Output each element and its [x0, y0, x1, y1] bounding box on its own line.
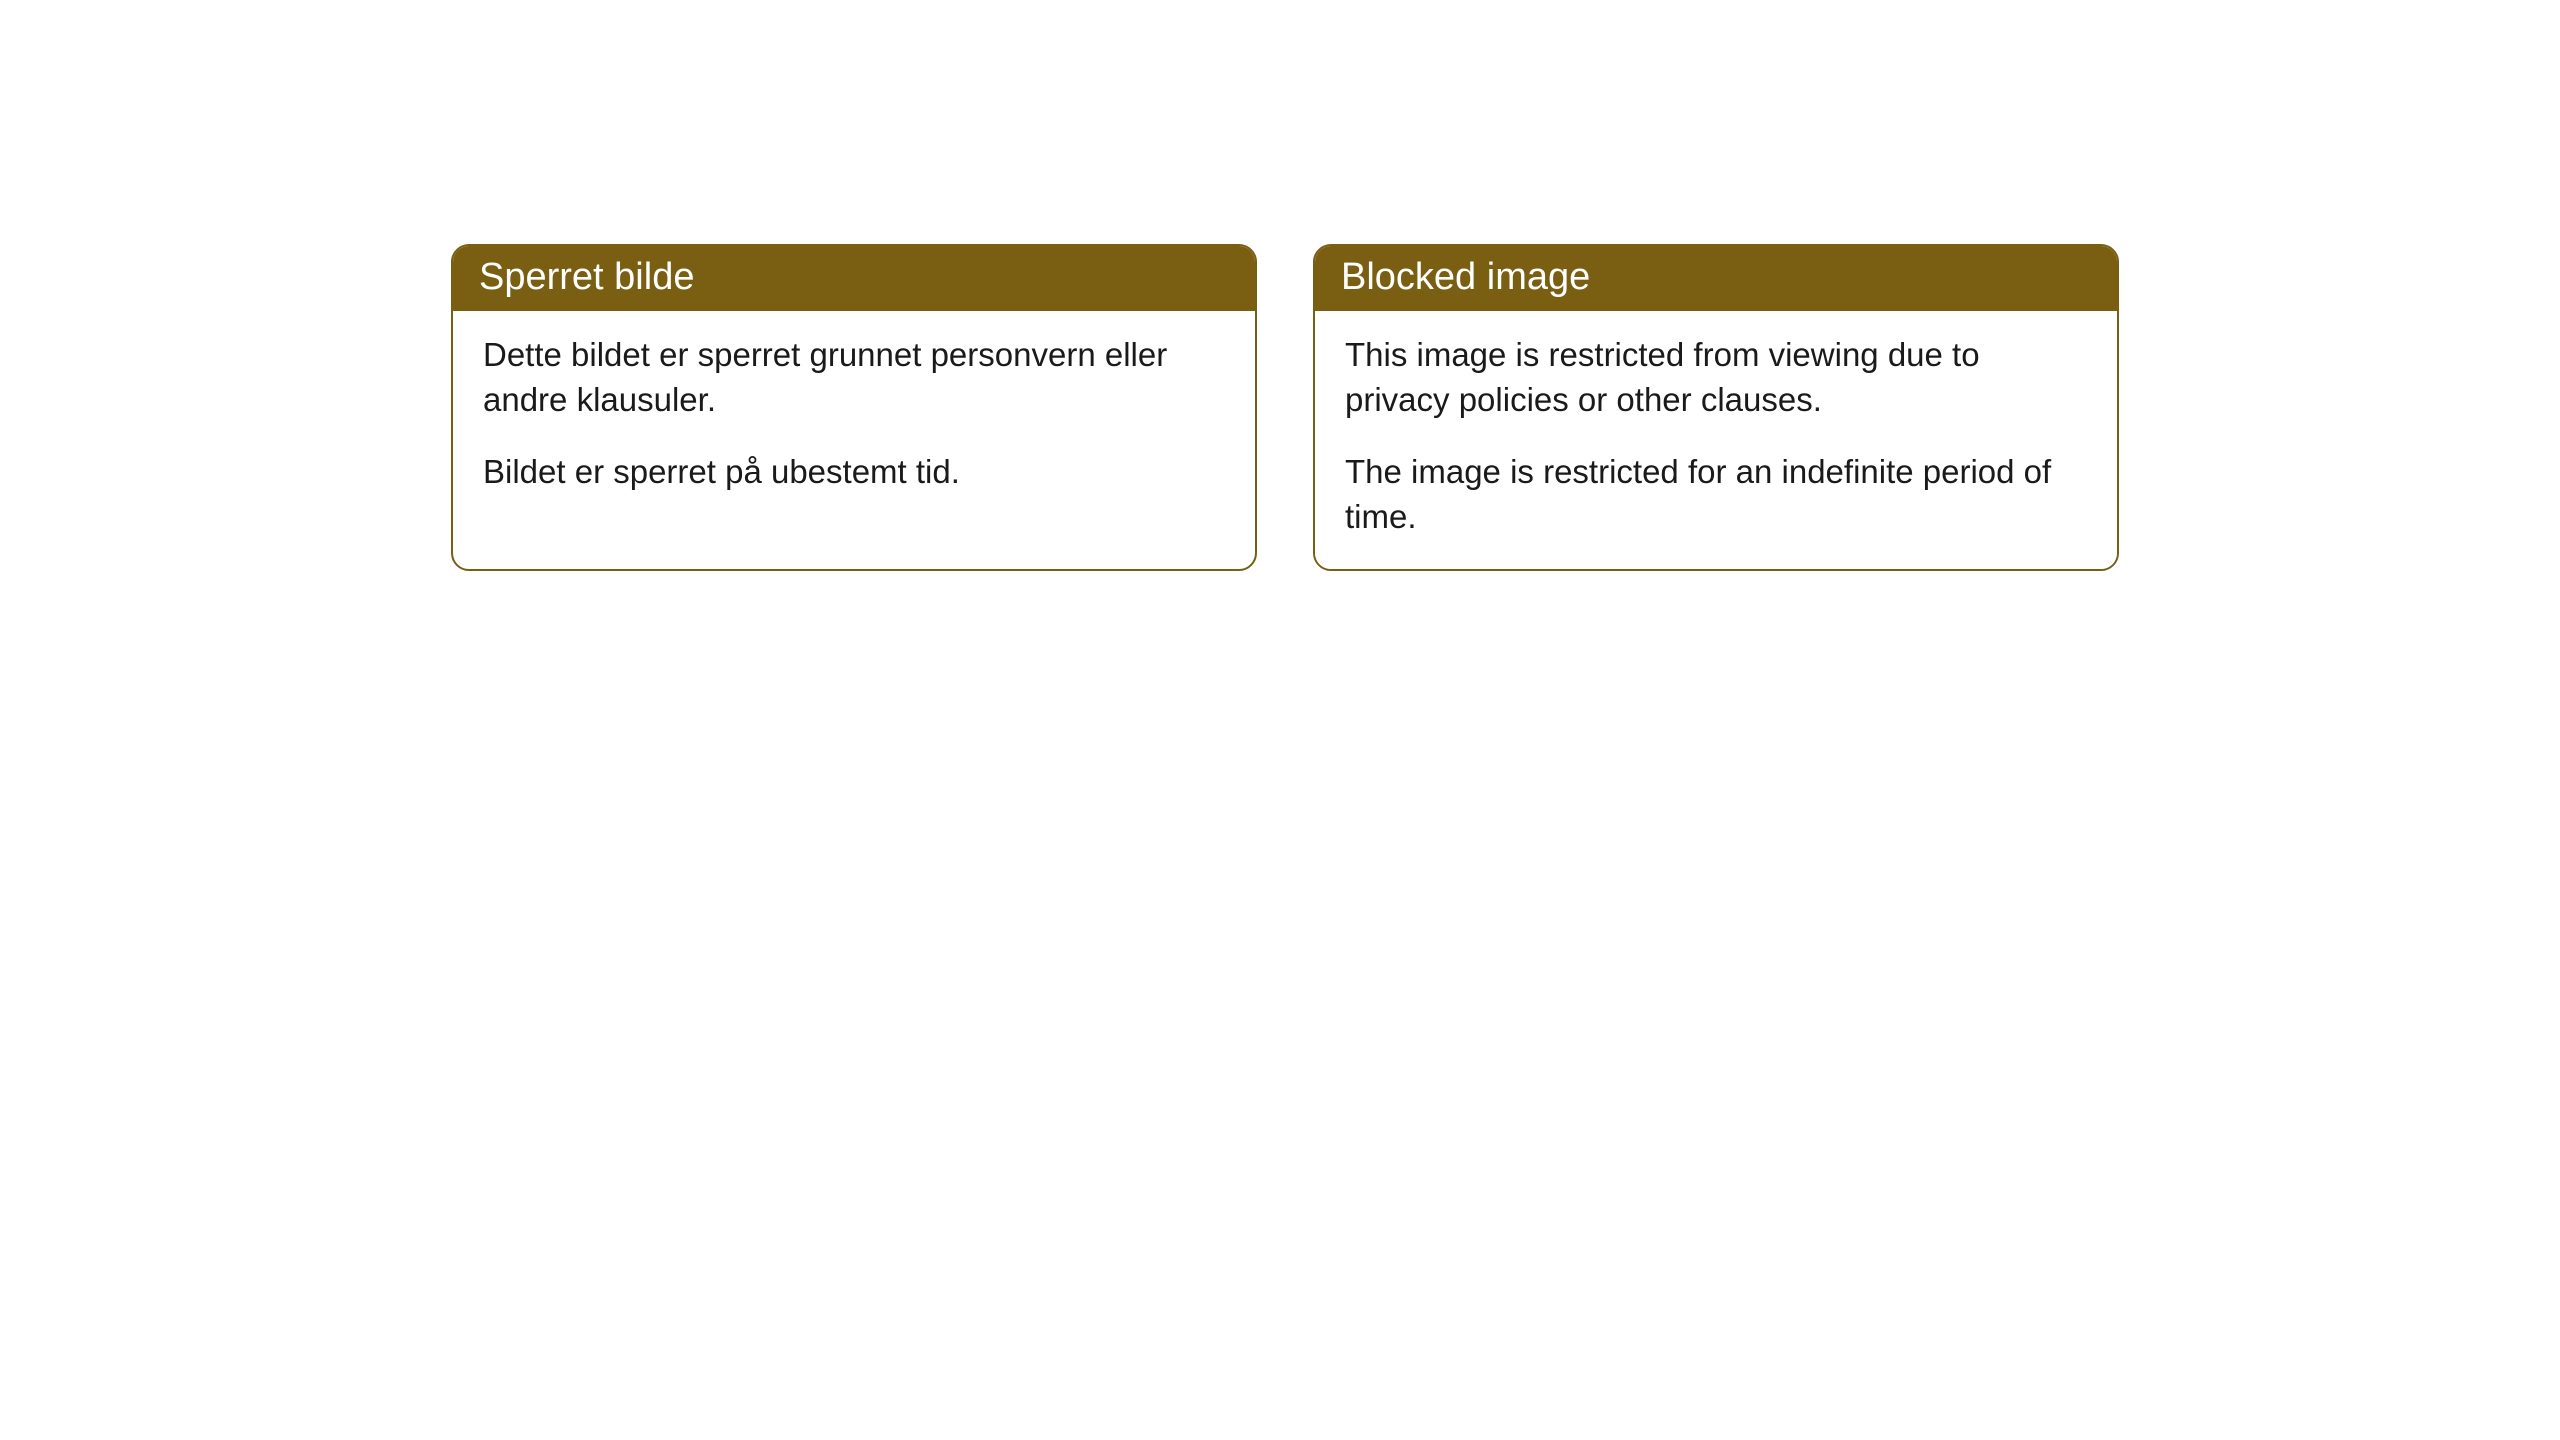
- card-header: Blocked image: [1315, 246, 2117, 311]
- card-paragraph: Dette bildet er sperret grunnet personve…: [483, 333, 1225, 422]
- card-paragraph: The image is restricted for an indefinit…: [1345, 450, 2087, 539]
- card-body: Dette bildet er sperret grunnet personve…: [453, 311, 1255, 525]
- blocked-image-card-no: Sperret bilde Dette bildet er sperret gr…: [451, 244, 1257, 571]
- blocked-image-card-en: Blocked image This image is restricted f…: [1313, 244, 2119, 571]
- card-paragraph: This image is restricted from viewing du…: [1345, 333, 2087, 422]
- cards-container: Sperret bilde Dette bildet er sperret gr…: [0, 0, 2560, 571]
- card-header: Sperret bilde: [453, 246, 1255, 311]
- card-paragraph: Bildet er sperret på ubestemt tid.: [483, 450, 1225, 495]
- card-body: This image is restricted from viewing du…: [1315, 311, 2117, 569]
